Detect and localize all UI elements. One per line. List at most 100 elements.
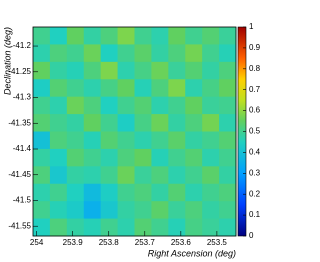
y-tick-label: -41.2 <box>13 41 32 50</box>
heat-cell <box>33 149 50 167</box>
heat-cell <box>151 219 168 237</box>
heat-cell <box>101 62 118 80</box>
heat-cell <box>151 97 168 115</box>
heat-cell <box>67 44 84 62</box>
heat-cell <box>67 114 84 132</box>
heat-cell <box>33 79 50 97</box>
y-tick-label: -41.5 <box>13 196 32 205</box>
heat-cell <box>101 219 118 237</box>
heat-cell <box>67 201 84 219</box>
colorbar-tick-label: 0.5 <box>249 127 261 136</box>
heat-cell <box>50 27 67 45</box>
heat-cell <box>151 184 168 202</box>
heat-cell <box>101 97 118 115</box>
heat-cell <box>185 79 202 97</box>
heat-cell <box>185 44 202 62</box>
x-tick-label: 253.6 <box>171 238 192 247</box>
heat-cell <box>202 114 219 132</box>
heat-cell <box>67 97 84 115</box>
heat-cell <box>67 62 84 80</box>
heat-cell <box>151 62 168 80</box>
heat-cell <box>151 201 168 219</box>
heat-cell <box>202 149 219 167</box>
heat-cell <box>84 79 101 97</box>
heat-cell <box>67 149 84 167</box>
heat-cell <box>67 219 84 237</box>
heat-cell <box>118 149 135 167</box>
heat-cell <box>118 97 135 115</box>
heat-cell <box>219 132 236 150</box>
heat-cell <box>135 166 152 184</box>
colorbar-tick-label: 0 <box>249 231 254 240</box>
heat-cell <box>33 97 50 115</box>
heat-cell <box>135 97 152 115</box>
heat-cell <box>219 79 236 97</box>
heat-cell <box>101 79 118 97</box>
heat-cell <box>118 79 135 97</box>
chart: Right Ascension (deg) Declination (deg) … <box>0 0 280 262</box>
y-tick-label: -41.45 <box>8 170 31 179</box>
heat-cell <box>135 184 152 202</box>
x-axis-title: Right Ascension (deg) <box>148 248 236 258</box>
heat-cell <box>50 114 67 132</box>
heat-cell <box>219 149 236 167</box>
heat-cell <box>118 44 135 62</box>
heat-cell <box>219 201 236 219</box>
heat-cell <box>202 79 219 97</box>
heat-cell <box>202 27 219 45</box>
heat-cell <box>135 27 152 45</box>
heat-cell <box>185 27 202 45</box>
heat-cell <box>168 27 185 45</box>
heat-cell <box>202 62 219 80</box>
heat-cell <box>168 79 185 97</box>
colorbar-tick-label: 0.2 <box>249 189 261 198</box>
heat-cell <box>101 132 118 150</box>
heat-cell <box>135 132 152 150</box>
heat-cell <box>118 27 135 45</box>
heat-cell <box>219 27 236 45</box>
heat-cell <box>219 219 236 237</box>
heat-cell <box>135 44 152 62</box>
x-tick-label: 253.5 <box>207 238 228 247</box>
x-tick-label: 253.8 <box>99 238 120 247</box>
heat-cell <box>33 219 50 237</box>
heat-cell <box>185 219 202 237</box>
heat-cell <box>84 114 101 132</box>
heat-cell <box>202 132 219 150</box>
heat-cell <box>33 27 50 45</box>
heat-cell <box>219 97 236 115</box>
colorbar-tick-label: 0.1 <box>249 210 261 219</box>
heat-cell <box>67 184 84 202</box>
heat-cell <box>50 219 67 237</box>
heat-cell <box>67 79 84 97</box>
heat-cell <box>50 184 67 202</box>
heat-cell <box>135 79 152 97</box>
colorbar-tick-label: 0.8 <box>249 64 261 73</box>
heat-cell <box>219 44 236 62</box>
x-tick-label: 253.9 <box>63 238 84 247</box>
heat-cell <box>151 79 168 97</box>
colorbar-tick-label: 0.4 <box>249 148 261 157</box>
colorbar-tick-label: 0.6 <box>249 106 261 115</box>
heat-cell <box>185 62 202 80</box>
heat-cell <box>84 149 101 167</box>
heat-cell <box>219 166 236 184</box>
y-tick-label: -41.4 <box>13 144 32 153</box>
heat-cell <box>168 114 185 132</box>
heat-cell <box>50 201 67 219</box>
heat-cell <box>168 201 185 219</box>
heat-cell <box>84 132 101 150</box>
heat-cell <box>168 62 185 80</box>
heat-cell <box>151 27 168 45</box>
heat-cell <box>50 166 67 184</box>
heat-cell <box>84 97 101 115</box>
heat-cell <box>151 114 168 132</box>
colorbar-tick-label: 0.9 <box>249 43 261 52</box>
heat-cell <box>185 166 202 184</box>
heat-cell <box>135 114 152 132</box>
heat-cell <box>168 166 185 184</box>
heat-cell <box>50 149 67 167</box>
heat-cell <box>84 184 101 202</box>
y-tick-label: -41.55 <box>8 221 31 230</box>
heat-cell <box>50 97 67 115</box>
